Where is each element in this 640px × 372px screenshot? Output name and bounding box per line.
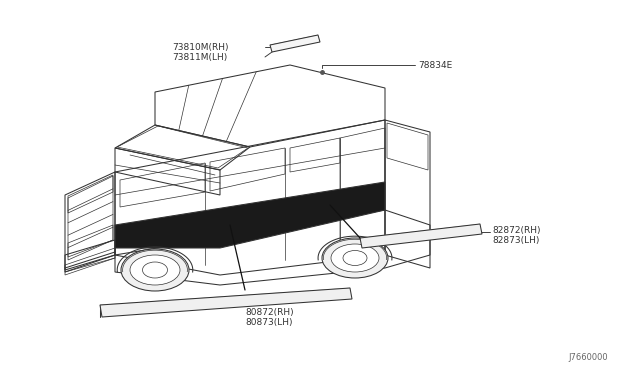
Ellipse shape xyxy=(130,255,180,285)
Text: 80872(RH): 80872(RH) xyxy=(245,308,294,317)
Polygon shape xyxy=(360,224,482,248)
Text: 82873(LH): 82873(LH) xyxy=(492,235,540,244)
Text: 73810M(RH): 73810M(RH) xyxy=(172,42,228,51)
Polygon shape xyxy=(115,182,385,248)
Text: 73811M(LH): 73811M(LH) xyxy=(172,52,227,61)
Text: 78834E: 78834E xyxy=(418,61,452,70)
Text: J7660000: J7660000 xyxy=(568,353,607,362)
Polygon shape xyxy=(270,35,320,52)
Ellipse shape xyxy=(331,244,379,272)
Ellipse shape xyxy=(343,250,367,266)
Text: 82872(RH): 82872(RH) xyxy=(492,225,541,234)
Ellipse shape xyxy=(121,249,189,291)
Ellipse shape xyxy=(143,262,168,278)
Text: 80873(LH): 80873(LH) xyxy=(245,317,292,327)
Ellipse shape xyxy=(322,238,388,278)
Polygon shape xyxy=(100,288,352,317)
